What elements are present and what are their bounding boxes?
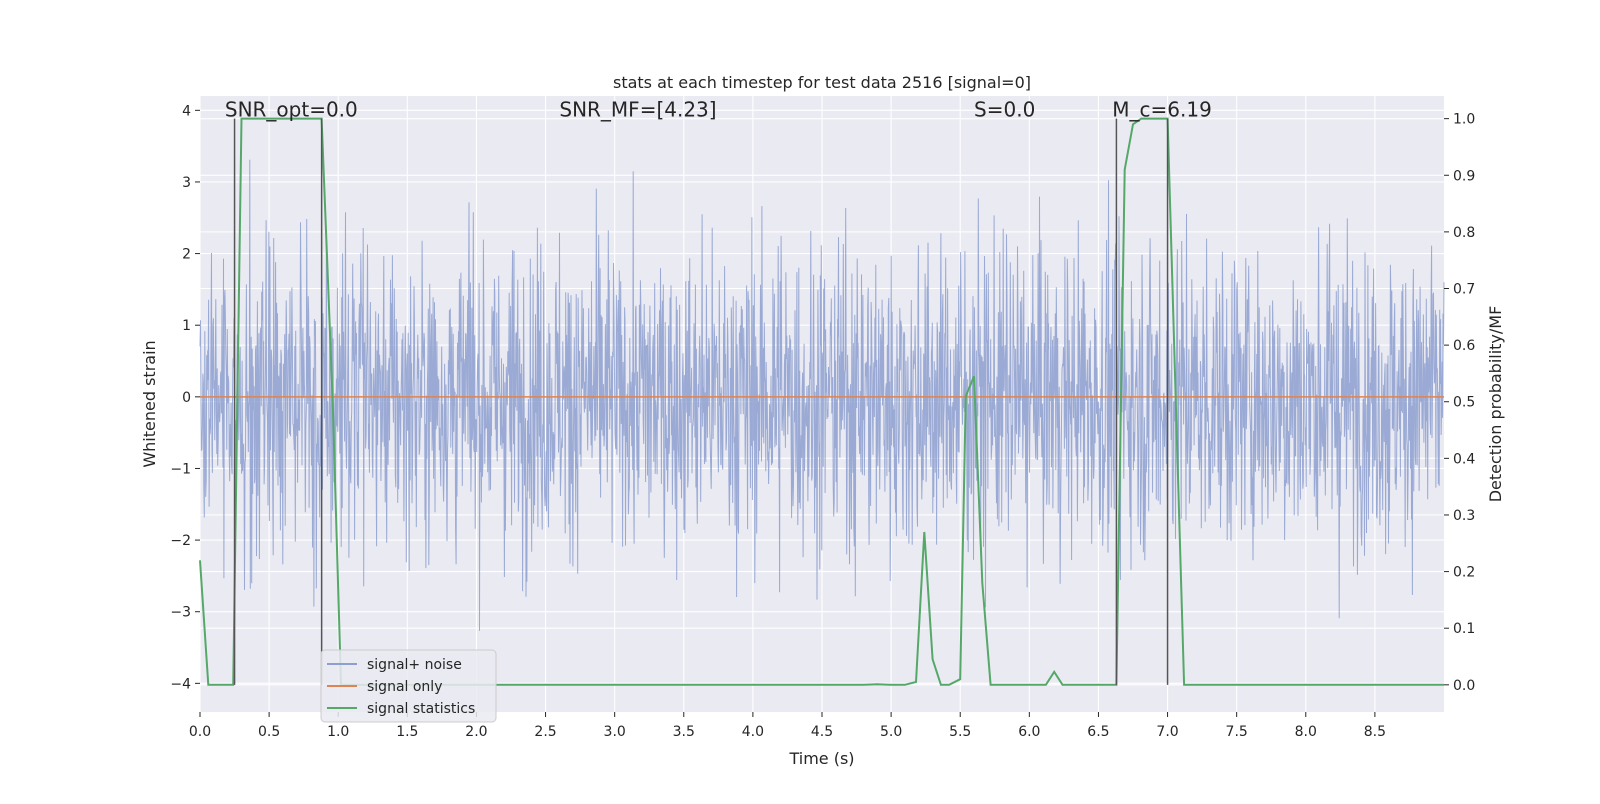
annotation-snr-mf: SNR_MF=[4.23] xyxy=(559,98,716,122)
axes: 0.0 0.5 1.0 1.5 2.0 2.5 3.0 3.5 4.0 4.5 5.0 5.5 6.0 6… xyxy=(170,103,1475,740)
y-right-tick-label-0: 0.0 xyxy=(1453,678,1475,694)
y-left-tick-label-8: 4 xyxy=(182,103,191,119)
x-tick-label-3: 1.5 xyxy=(396,724,418,740)
y-right-tick-label-9: 0.9 xyxy=(1453,168,1475,184)
y-right-tick-label-5: 0.5 xyxy=(1453,395,1475,411)
x-tick-label-16: 8.0 xyxy=(1295,724,1317,740)
x-tick-label-12: 6.0 xyxy=(1018,724,1040,740)
x-tick-label-13: 6.5 xyxy=(1087,724,1109,740)
y-left-tick-label-6: 2 xyxy=(182,247,191,263)
y-left-tick-label-2: −2 xyxy=(170,533,191,549)
legend: signal+ noise signal only signal statistic… xyxy=(320,649,497,723)
x-tick-label-1: 0.5 xyxy=(258,724,280,740)
signal-statistics-line xyxy=(199,117,1444,686)
x-tick-label-14: 7.0 xyxy=(1156,724,1178,740)
x-tick-label-9: 4.5 xyxy=(811,724,833,740)
x-tick-label-17: 8.5 xyxy=(1364,724,1386,740)
x-tick-label-15: 7.5 xyxy=(1226,724,1248,740)
y-left-tick-label-1: −3 xyxy=(170,605,191,621)
y-right-tick-label-6: 0.6 xyxy=(1453,338,1475,354)
annotation-snr-opt: SNR_opt=0.0 xyxy=(225,98,358,122)
x-tick-label-4: 2.0 xyxy=(465,724,487,740)
y-right-tick-label-3: 0.3 xyxy=(1453,508,1475,524)
vertical-markers xyxy=(233,118,1169,685)
y-left-tick-label-4: 0 xyxy=(182,390,191,406)
legend-label-0: signal+ noise xyxy=(367,657,462,673)
x-axis-label: Time (s) xyxy=(788,749,854,768)
y-right-tick-label-10: 1.0 xyxy=(1453,112,1475,128)
y-right-tick-label-4: 0.4 xyxy=(1453,451,1475,467)
series-signal-noise xyxy=(199,159,1445,631)
y-left-tick-label-5: 1 xyxy=(182,318,191,334)
signal-noise-line xyxy=(199,159,1445,631)
x-tick-label-11: 5.5 xyxy=(949,724,971,740)
x-tick-label-0: 0.0 xyxy=(189,724,211,740)
chart-title: stats at each timestep for test data 251… xyxy=(613,73,1031,92)
y-left-tick-label-7: 3 xyxy=(182,175,191,191)
annotation-s-stat: S=0.0 xyxy=(974,98,1035,122)
y-left-tick-label-0: −4 xyxy=(170,676,191,692)
y-left-tick-label-3: −1 xyxy=(170,461,191,477)
legend-box xyxy=(320,649,497,723)
x-tick-label-10: 5.0 xyxy=(880,724,902,740)
x-tick-label-7: 3.5 xyxy=(673,724,695,740)
legend-label-1: signal only xyxy=(367,679,442,695)
annotation-mc: M_c=6.19 xyxy=(1112,98,1212,122)
x-tick-label-6: 3.0 xyxy=(604,724,626,740)
y-right-tick-label-1: 0.1 xyxy=(1453,621,1475,637)
x-tick-label-5: 2.5 xyxy=(534,724,556,740)
legend-label-2: signal statistics xyxy=(367,701,475,717)
series-signal-statistics xyxy=(199,117,1444,686)
y-right-tick-label-8: 0.8 xyxy=(1453,225,1475,241)
x-tick-label-8: 4.0 xyxy=(742,724,764,740)
y-right-tick-label-7: 0.7 xyxy=(1453,282,1475,298)
x-tick-label-2: 1.0 xyxy=(327,724,349,740)
y-axis-label-left: Whitened strain xyxy=(140,340,159,467)
annotations: SNR_opt=0.0 SNR_MF=[4.23] S=0.0 M_c=6.19 xyxy=(225,98,1212,122)
y-right-tick-label-2: 0.2 xyxy=(1453,565,1475,581)
y-axis-label-right: Detection probability/MF xyxy=(1486,306,1505,503)
